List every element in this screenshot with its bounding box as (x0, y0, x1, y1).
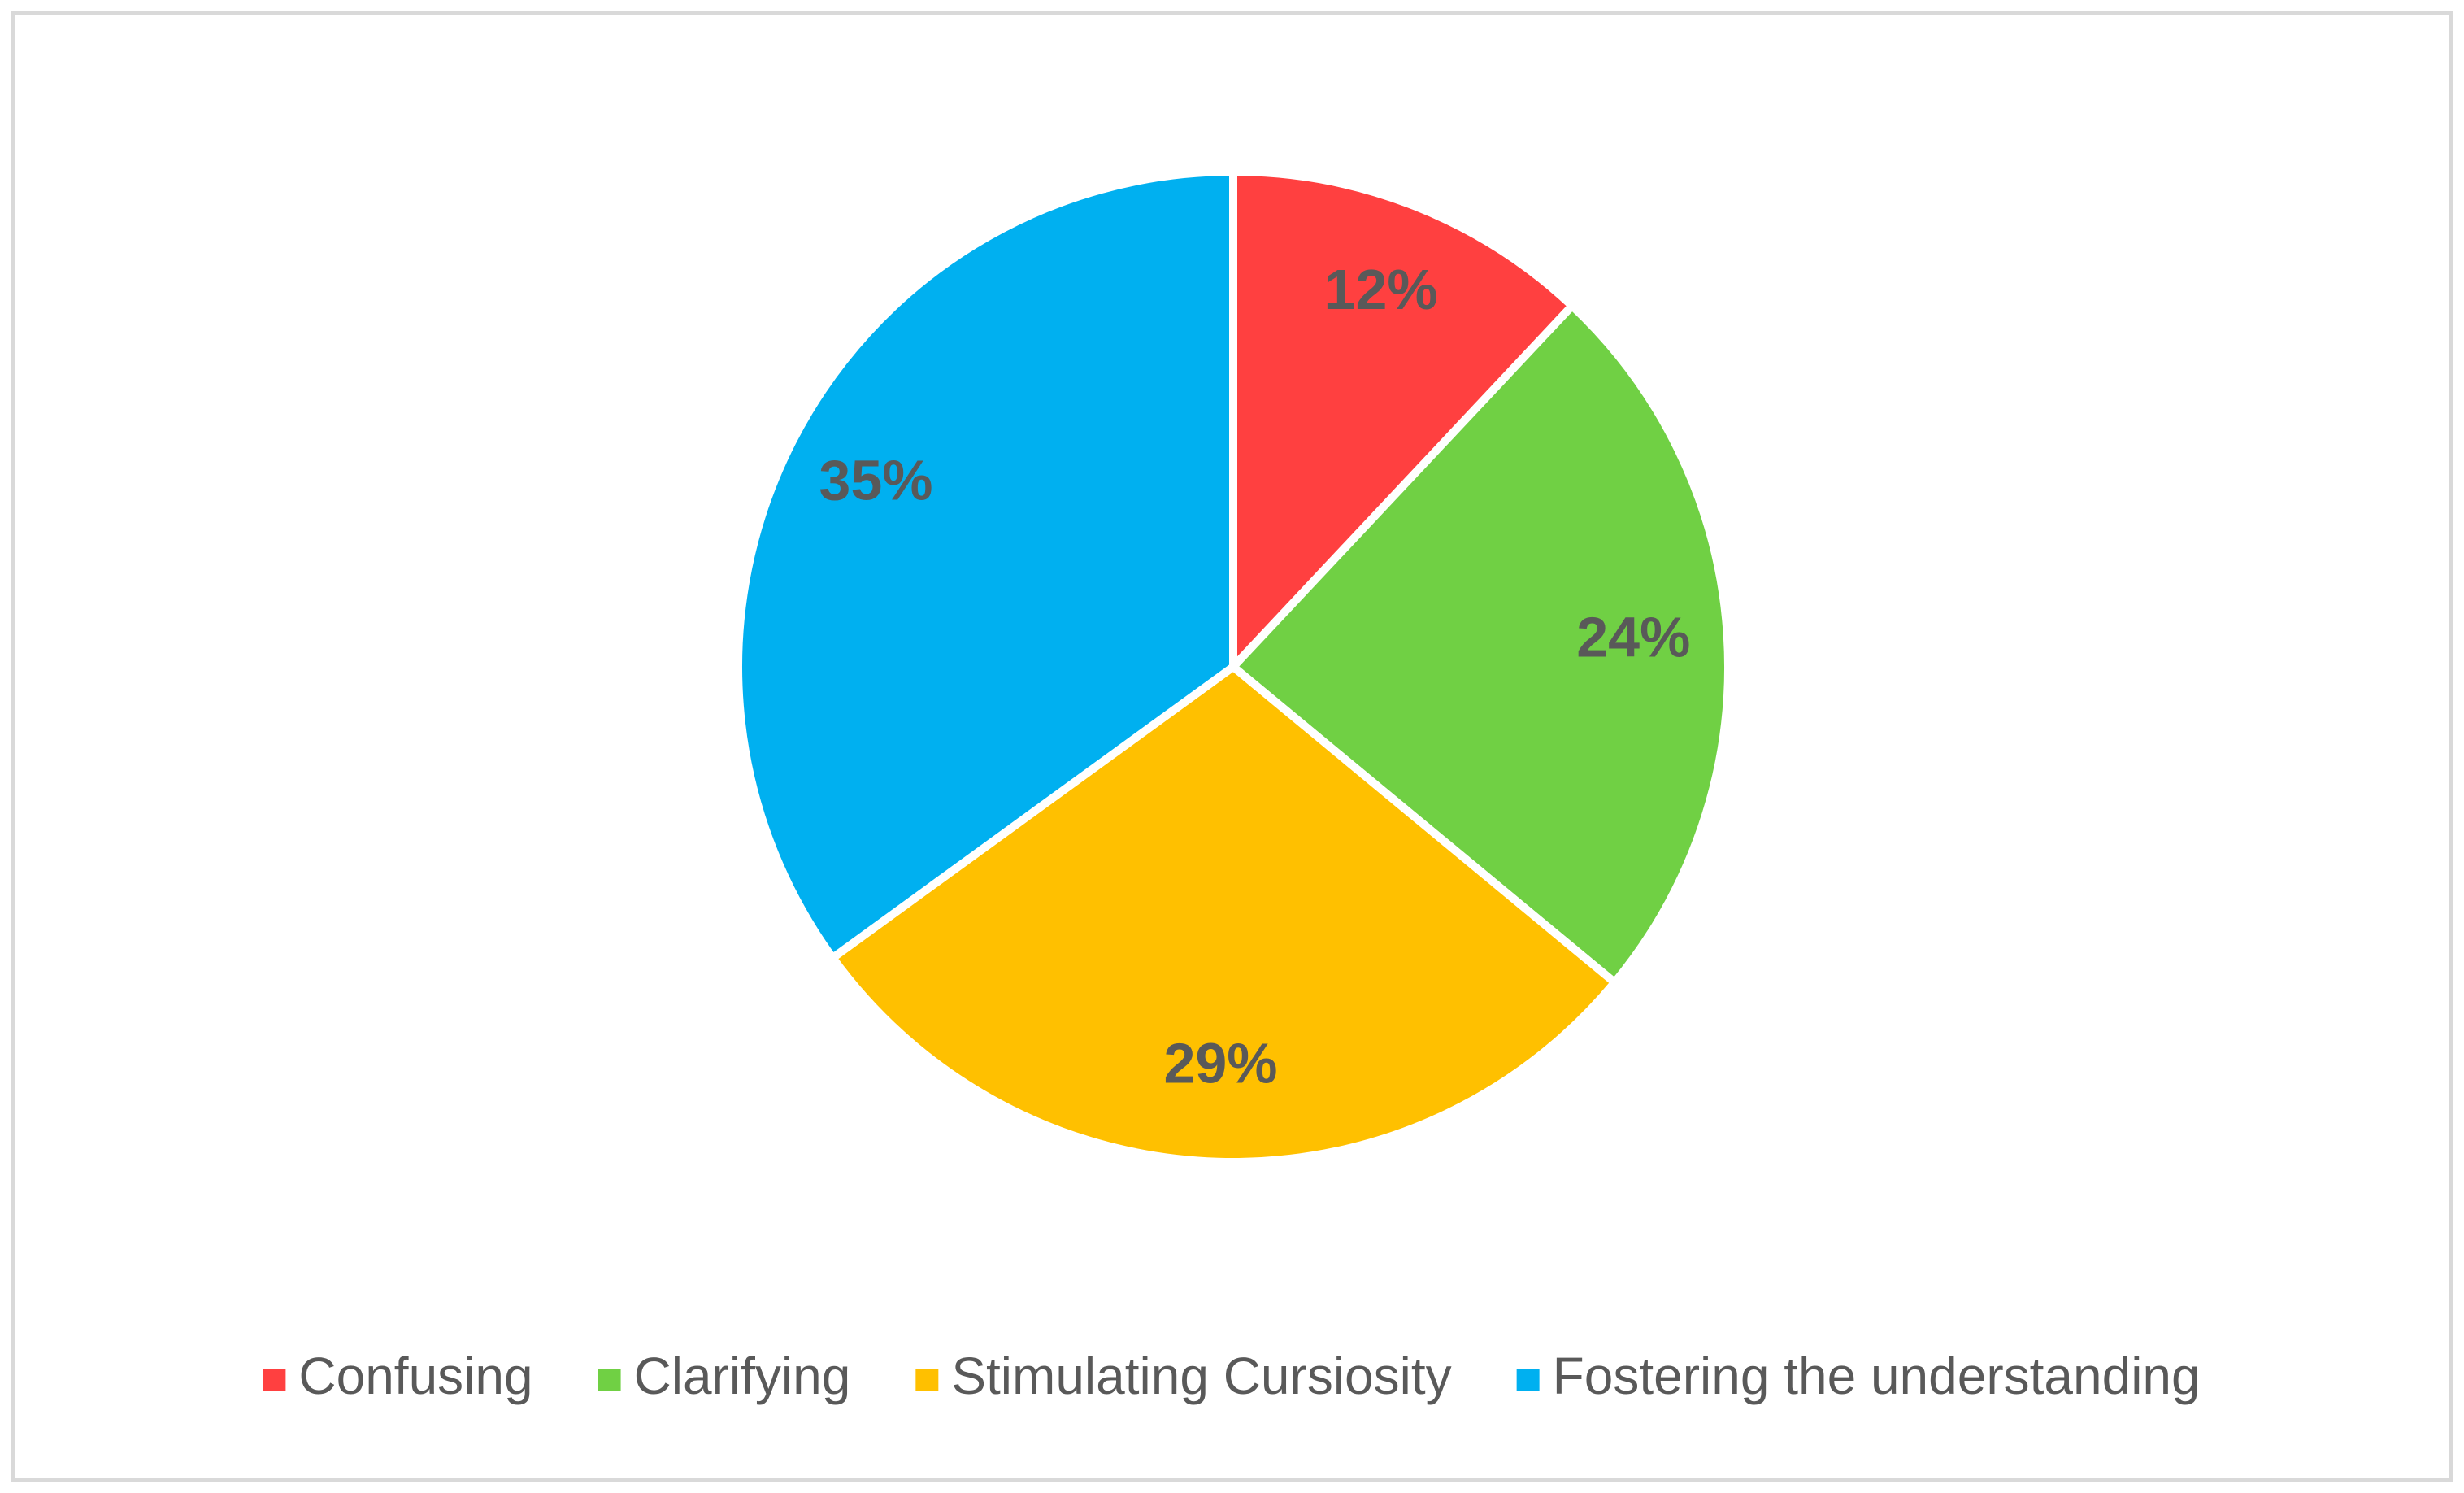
value-label: 24% (1576, 606, 1690, 669)
value-label: 35% (819, 449, 932, 512)
legend-label: Stimulating Cursiosity (951, 1347, 1451, 1405)
legend-label: Fostering the understanding (1553, 1347, 2201, 1405)
legend-marker (1516, 1369, 1540, 1391)
pie-slice (1229, 168, 1576, 671)
value-label: 29% (1163, 1032, 1277, 1095)
legend-marker (263, 1369, 286, 1391)
pie-slice (828, 663, 1619, 1166)
legend-marker (915, 1369, 939, 1391)
value-label: 12% (1324, 258, 1438, 321)
pie-slice (1229, 302, 1732, 987)
legend-marker (598, 1369, 621, 1391)
legend-label: Confusing (298, 1347, 532, 1405)
pie-slice (734, 168, 1237, 962)
legend-label: Clarifying (634, 1347, 851, 1405)
